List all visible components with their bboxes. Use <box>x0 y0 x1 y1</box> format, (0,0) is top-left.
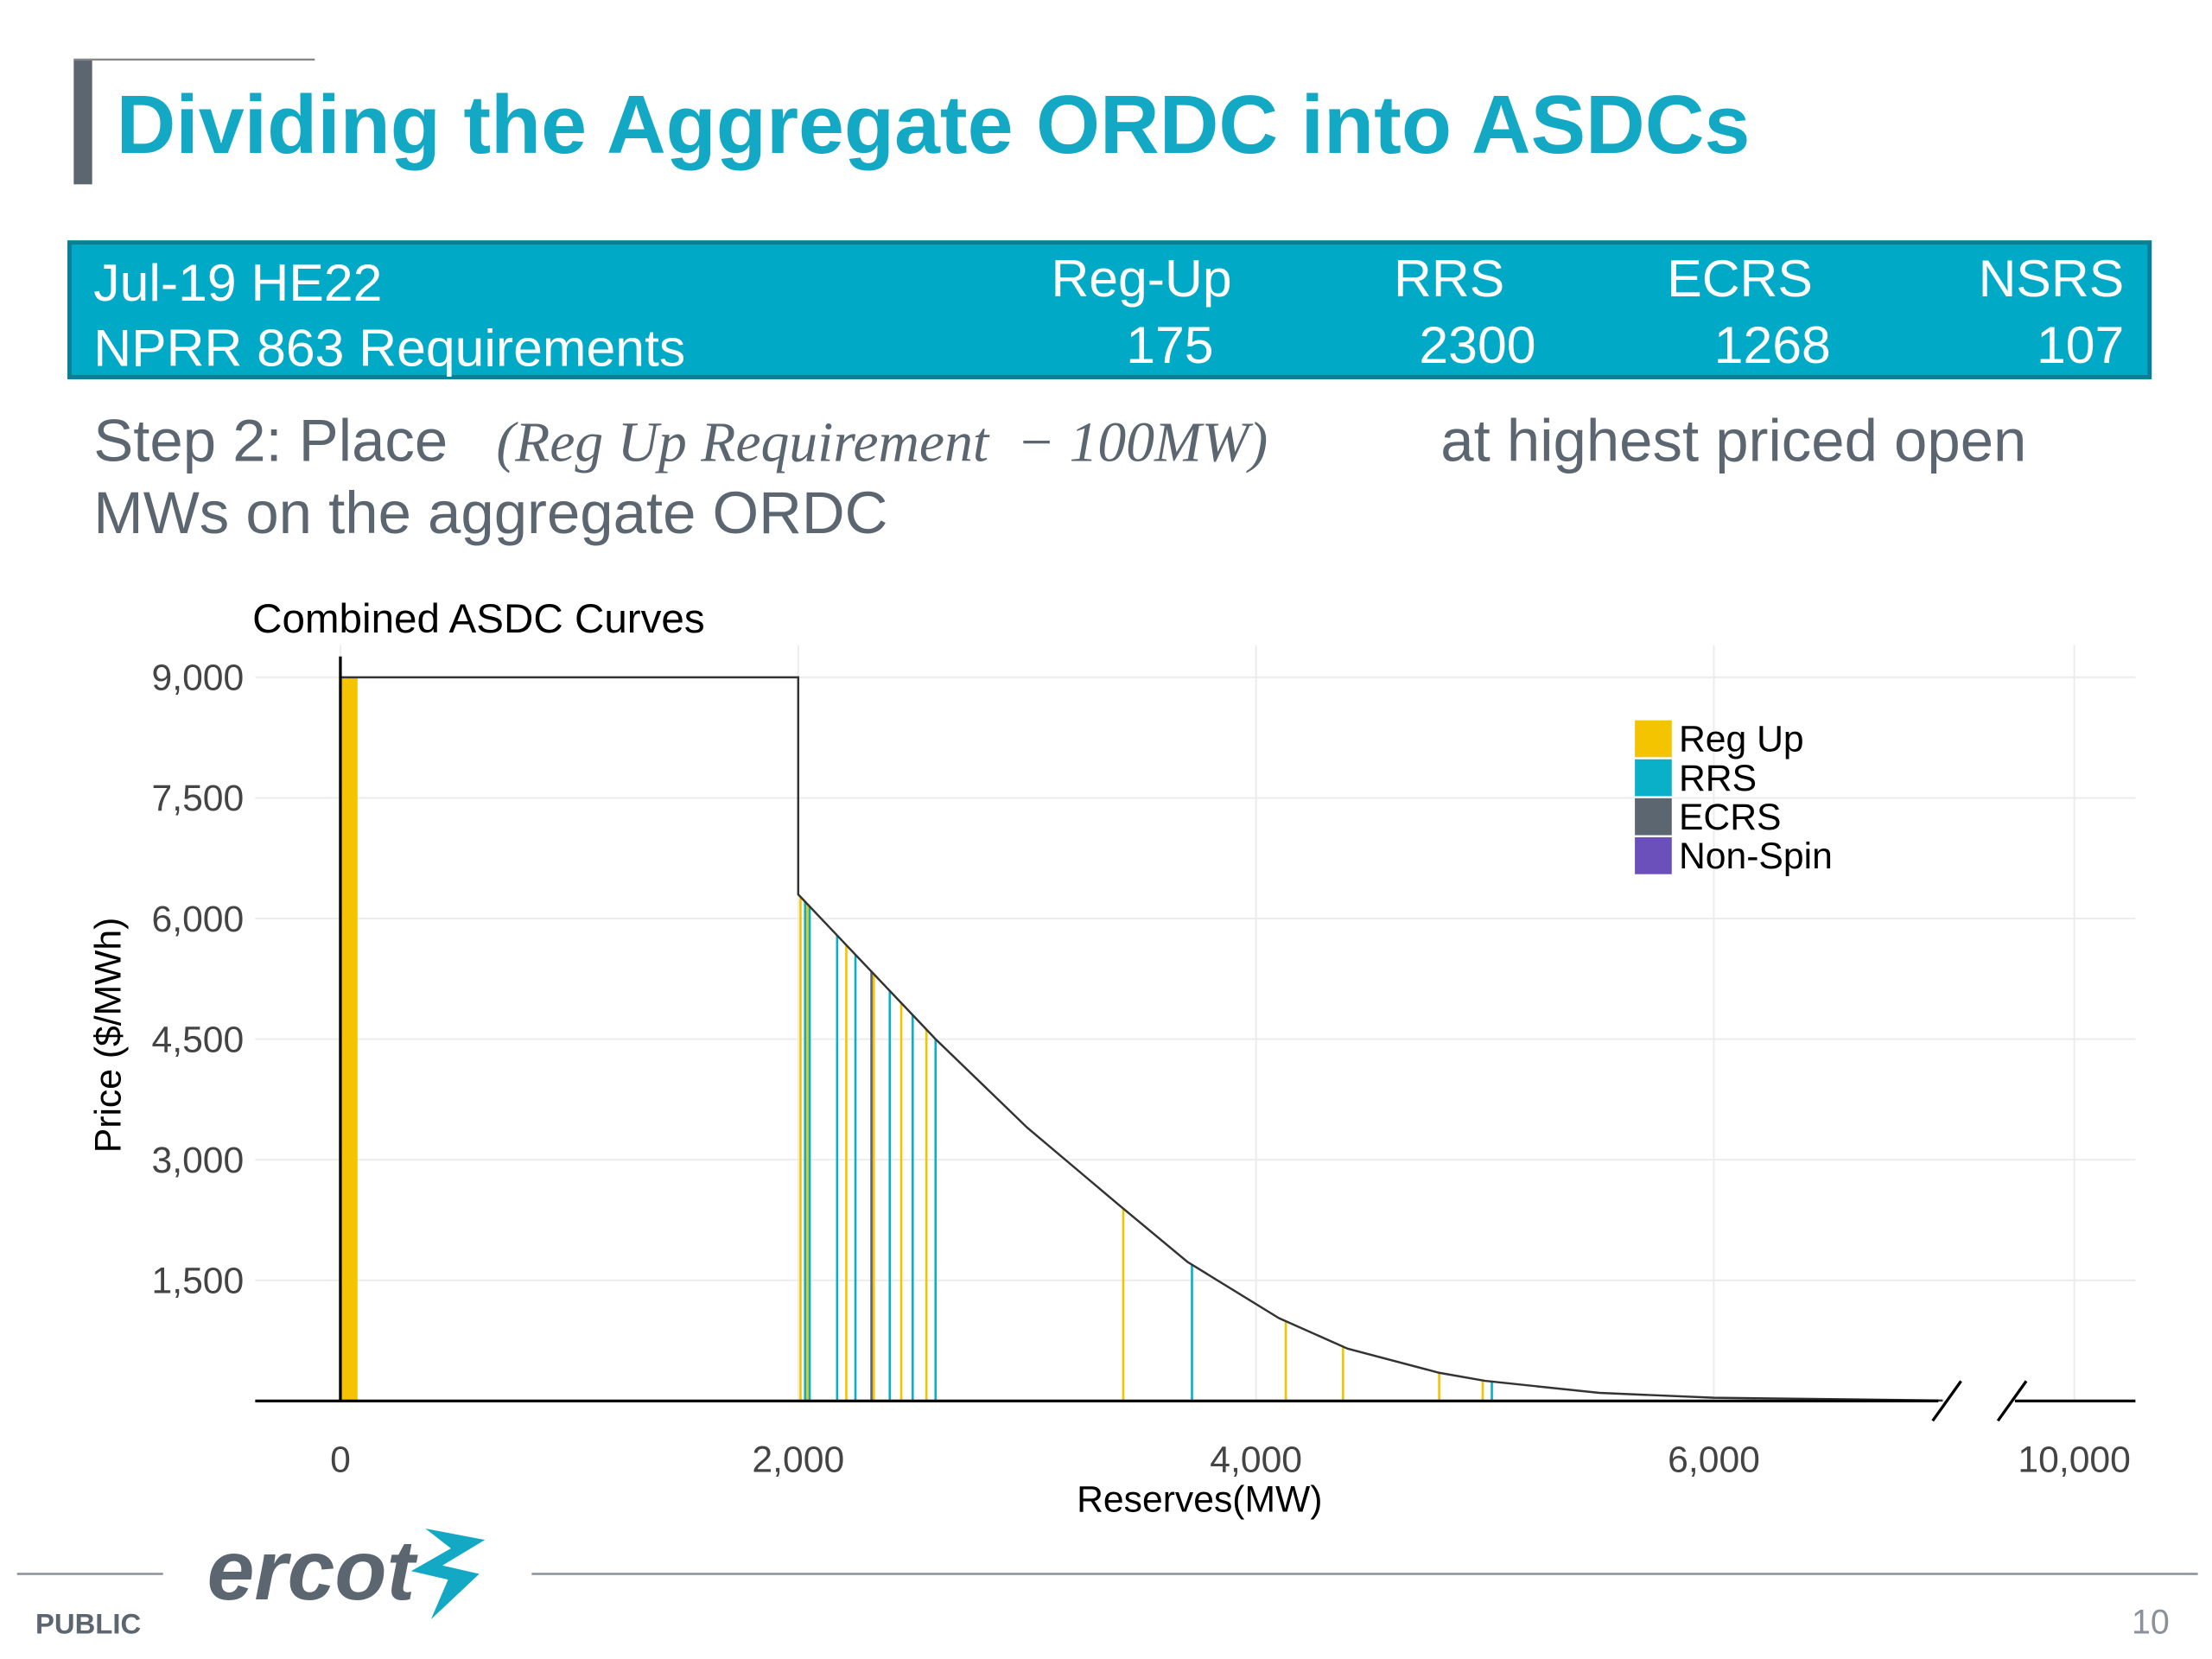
table-cell: 175 <box>1126 315 1213 374</box>
x-tick-label: 4,000 <box>1210 1439 1302 1480</box>
step-text: at highest priced open <box>1440 407 2026 474</box>
bar <box>340 677 358 1402</box>
table-cell: 1268 <box>1714 315 1831 374</box>
axis-break <box>1996 1380 2028 1422</box>
table-cell: Jul-19 HE22 <box>93 253 382 312</box>
y-tick-label: 6,000 <box>152 899 245 940</box>
x-tick-label: 2,000 <box>752 1439 844 1480</box>
requirements-bar <box>67 240 2152 379</box>
step-text: Step 2: Place <box>93 407 448 474</box>
chart-title: Combined ASDC Curves <box>252 596 705 642</box>
legend-swatch <box>1635 759 1672 797</box>
y-tick-label: 4,500 <box>152 1019 245 1060</box>
x-tick-label: 10,000 <box>2018 1439 2130 1480</box>
legend-swatch <box>1635 837 1672 874</box>
table-cell: ECRS <box>1667 249 1813 308</box>
x-tick-label: 6,000 <box>1668 1439 1760 1480</box>
ordc-curve <box>340 676 1943 1402</box>
legend-label: ECRS <box>1679 797 1782 838</box>
x-tick-label: 0 <box>330 1439 351 1480</box>
legend-label: Reg Up <box>1679 719 1804 760</box>
y-tick-label: 3,000 <box>152 1140 245 1181</box>
table-cell: NPRR 863 Requirements <box>93 318 685 377</box>
y-axis-label: Price ($/MWh) <box>87 918 129 1154</box>
table-cell: RRS <box>1394 249 1504 308</box>
y-tick-label: 7,500 <box>152 778 245 819</box>
x-axis-label: Reserves(MW) <box>1077 1478 1322 1520</box>
table-cell: 107 <box>2037 315 2124 374</box>
legend-label: RRS <box>1679 758 1757 799</box>
logo-text: ercot <box>207 1522 419 1618</box>
table-cell: Reg-Up <box>1051 249 1231 308</box>
logo-mark <box>410 1529 486 1620</box>
legend-swatch <box>1635 798 1672 836</box>
title-accent <box>73 59 92 185</box>
step-text: MWs on the aggregate ORDC <box>93 480 887 546</box>
legend-swatch <box>1635 720 1672 758</box>
plot: 1,500 3,000 4,500 6,000 7,500 9,000 0 2,000 4,00… <box>152 645 2136 1480</box>
axis-break <box>1931 1380 1962 1422</box>
page-number: 10 <box>2132 1603 2170 1641</box>
classification: PUBLIC <box>35 1607 141 1639</box>
table-cell: 2300 <box>1419 315 1535 374</box>
y-tick-label: 9,000 <box>152 658 245 699</box>
table-cell: NSRS <box>1979 249 2125 308</box>
y-tick-label: 1,500 <box>152 1261 245 1302</box>
legend-label: Non-Spin <box>1679 836 1833 877</box>
slide-title: Dividing the Aggregate ORDC into ASDCs <box>117 79 1751 171</box>
step-formula: (Reg Up Requirement − 100MW) <box>496 411 1268 474</box>
